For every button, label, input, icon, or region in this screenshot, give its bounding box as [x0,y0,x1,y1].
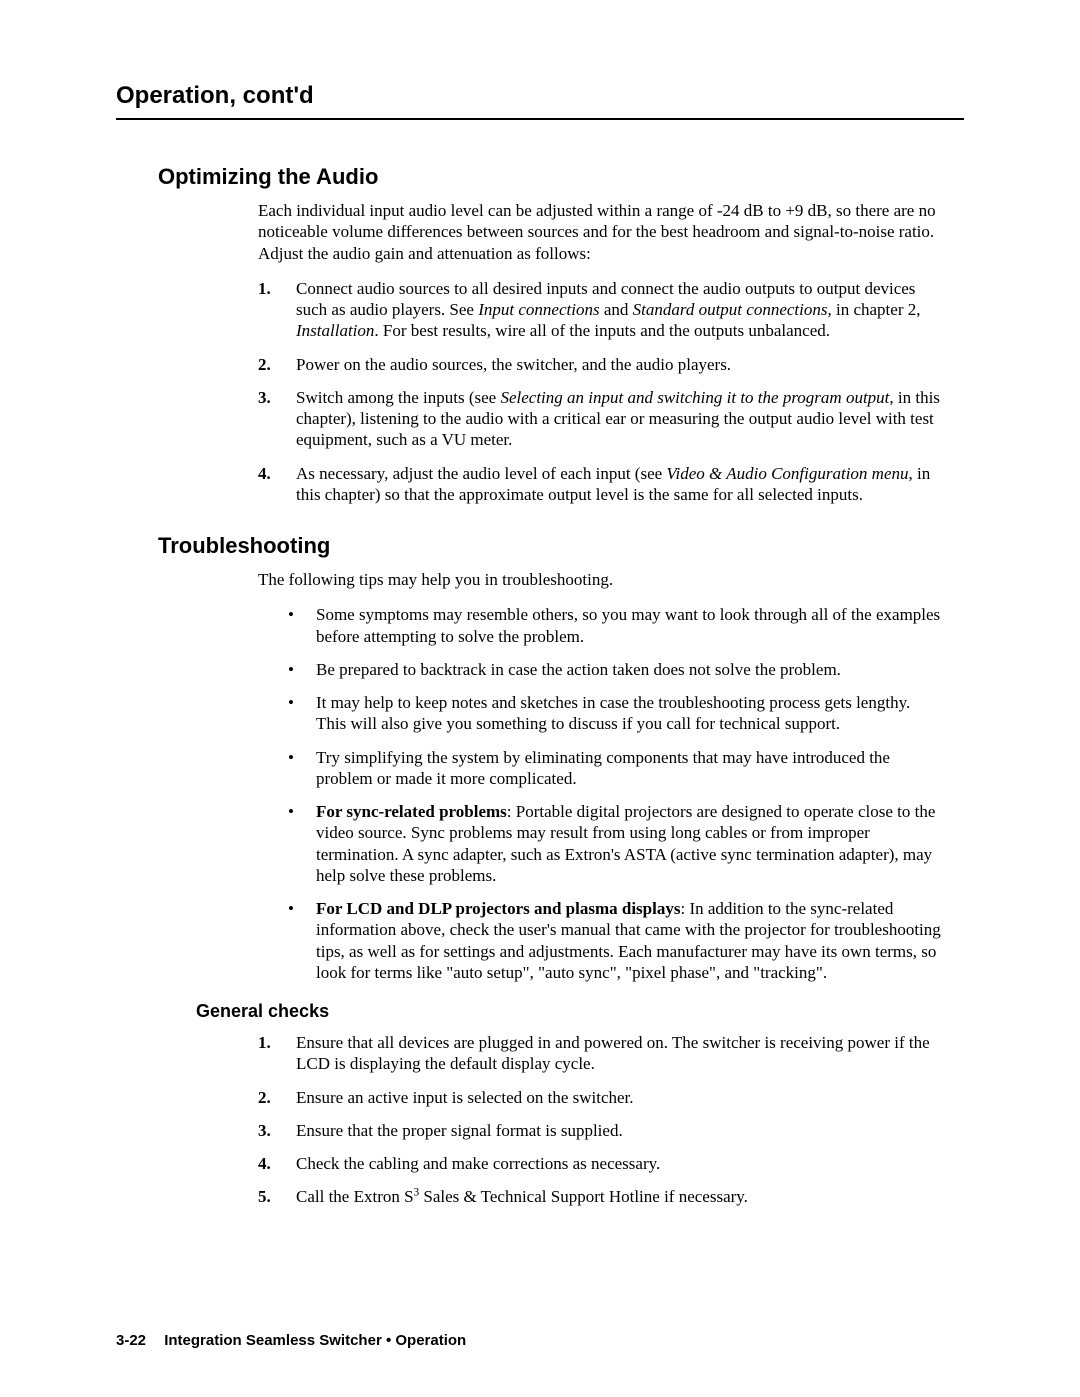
step-text: Call the Extron S3 Sales & Technical Sup… [296,1186,944,1207]
section-heading-optimizing: Optimizing the Audio [158,164,964,190]
body-paragraph: Each individual input audio level can be… [258,200,944,264]
bullet-text: It may help to keep notes and sketches i… [316,692,944,735]
text-run: and [600,300,633,319]
bullet-marker: • [288,747,316,790]
italic-reference: Input connections [478,300,599,319]
bullet-marker: • [288,898,316,983]
italic-reference: Standard output connections [633,300,828,319]
numbered-step: 4. Check the cabling and make correction… [258,1153,944,1174]
page-number: 3-22 [116,1332,146,1349]
bullet-marker: • [288,659,316,680]
bullet-item: • Try simplifying the system by eliminat… [288,747,944,790]
bullet-item: • Be prepared to backtrack in case the a… [288,659,944,680]
step-number: 4. [258,463,296,506]
bullet-marker: • [288,692,316,735]
bullet-text: For sync-related problems: Portable digi… [316,801,944,886]
step-number: 2. [258,1087,296,1108]
step-text: Ensure an active input is selected on th… [296,1087,944,1108]
section-heading-troubleshooting: Troubleshooting [158,533,964,559]
page-footer: 3-22 Integration Seamless Switcher • Ope… [116,1332,466,1349]
bullet-item: • Some symptoms may resemble others, so … [288,604,944,647]
text-run: Call the Extron S [296,1187,414,1206]
step-number: 1. [258,1032,296,1075]
bullet-text: For LCD and DLP projectors and plasma di… [316,898,944,983]
bullet-item: • For sync-related problems: Portable di… [288,801,944,886]
step-text: Check the cabling and make corrections a… [296,1153,944,1174]
step-number: 1. [258,278,296,342]
step-text: Ensure that the proper signal format is … [296,1120,944,1141]
bullet-text: Try simplifying the system by eliminatin… [316,747,944,790]
body-paragraph: The following tips may help you in troub… [258,569,944,590]
step-number: 2. [258,354,296,375]
step-text: Switch among the inputs (see Selecting a… [296,387,944,451]
bold-term: For LCD and DLP projectors and plasma di… [316,899,680,918]
text-run: As necessary, adjust the audio level of … [296,464,666,483]
numbered-step: 2. Ensure an active input is selected on… [258,1087,944,1108]
numbered-step: 3. Switch among the inputs (see Selectin… [258,387,944,451]
chapter-rule [116,118,964,120]
step-number: 4. [258,1153,296,1174]
numbered-step: 2. Power on the audio sources, the switc… [258,354,944,375]
bullet-text: Some symptoms may resemble others, so yo… [316,604,944,647]
text-run: Switch among the inputs (see [296,388,500,407]
footer-title: Integration Seamless Switcher • Operatio… [164,1332,466,1349]
text-run: , in chapter 2, [827,300,920,319]
step-number: 5. [258,1186,296,1207]
text-run: . For best results, wire all of the inpu… [374,321,830,340]
step-text: Power on the audio sources, the switcher… [296,354,944,375]
step-text: As necessary, adjust the audio level of … [296,463,944,506]
bullet-marker: • [288,801,316,886]
step-number: 3. [258,387,296,451]
bullet-text: Be prepared to backtrack in case the act… [316,659,944,680]
bullet-item: • For LCD and DLP projectors and plasma … [288,898,944,983]
step-text: Connect audio sources to all desired inp… [296,278,944,342]
bullet-marker: • [288,604,316,647]
italic-reference: Installation [296,321,374,340]
numbered-step: 4. As necessary, adjust the audio level … [258,463,944,506]
text-run: Sales & Technical Support Hotline if nec… [419,1187,748,1206]
italic-reference: Video & Audio Configuration menu [666,464,908,483]
chapter-title: Operation, cont'd [116,82,964,110]
numbered-step: 5. Call the Extron S3 Sales & Technical … [258,1186,944,1207]
step-number: 3. [258,1120,296,1141]
numbered-step: 1. Connect audio sources to all desired … [258,278,944,342]
bullet-item: • It may help to keep notes and sketches… [288,692,944,735]
numbered-step: 3. Ensure that the proper signal format … [258,1120,944,1141]
bold-term: For sync-related problems [316,802,507,821]
step-text: Ensure that all devices are plugged in a… [296,1032,944,1075]
italic-reference: Selecting an input and switching it to t… [500,388,889,407]
numbered-step: 1. Ensure that all devices are plugged i… [258,1032,944,1075]
subsection-heading-general-checks: General checks [196,1001,964,1022]
